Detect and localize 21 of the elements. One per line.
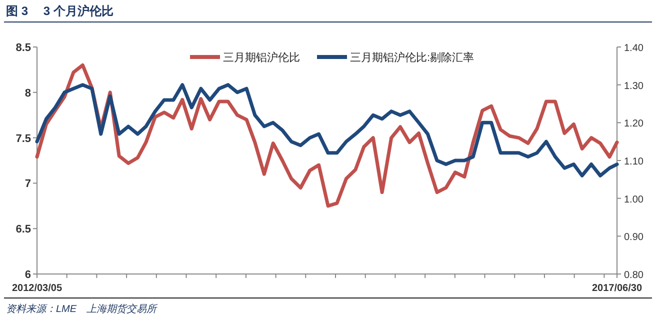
y2-tick-label: 1.20 [624, 118, 644, 130]
y-tick-label: 6.5 [16, 224, 31, 236]
text: 资料来源：LME 上海期货交易所 [6, 303, 159, 315]
chart-title: 图 3 3 个月沪伦比 [6, 4, 114, 18]
x-tick-label: 2012/03/05 [12, 283, 62, 294]
line-series [35, 83, 619, 178]
y2-tick-label: 0.90 [624, 232, 644, 244]
y2-tick-label: 0.80 [624, 270, 644, 281]
x-tick-label: 2017/06/30 [592, 283, 642, 294]
y2-tick-label: 1.30 [624, 80, 644, 92]
legend-label: 三月期铝沪伦比:剔除汇率 [350, 51, 474, 64]
y-tick-label: 8 [24, 87, 31, 100]
y2-tick-label: 1.10 [624, 156, 644, 168]
y2-tick-label: 1.00 [624, 194, 644, 206]
line-series [35, 63, 619, 208]
y2-tick-label: 1.40 [624, 43, 644, 54]
y-tick-label: 7.5 [16, 132, 31, 145]
y-tick-label: 6 [24, 269, 31, 281]
legend-label: 三月期铝沪伦比 [223, 51, 300, 64]
y-tick-label: 7 [24, 178, 31, 190]
y-tick-label: 8.5 [16, 42, 31, 54]
